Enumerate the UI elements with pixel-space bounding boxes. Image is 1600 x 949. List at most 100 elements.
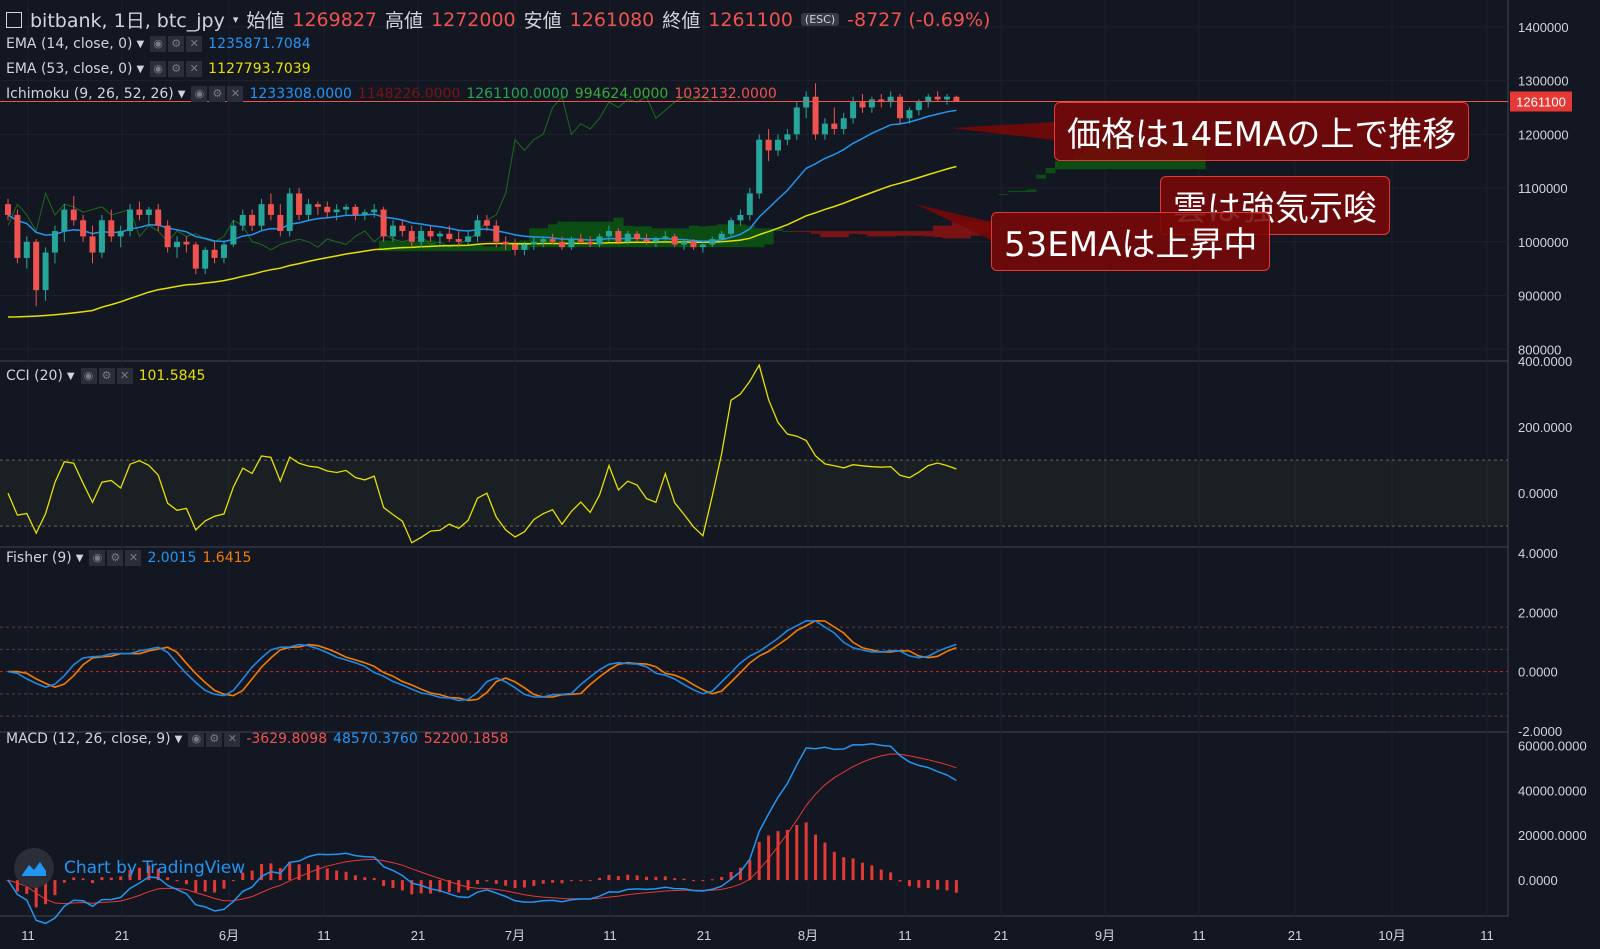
cloud-segment: [1073, 154, 1084, 170]
candle-body: [699, 244, 706, 248]
eye-icon[interactable]: ◉: [150, 36, 167, 52]
macd-histogram-bar: [682, 878, 686, 881]
cloud-segment: [388, 240, 399, 252]
eye-icon[interactable]: ◉: [89, 550, 106, 566]
annotation-pointer: [915, 204, 991, 240]
time-tick-label: 21: [697, 928, 711, 943]
chevron-down-icon[interactable]: ▼: [75, 552, 84, 564]
candle-body: [793, 107, 800, 135]
candle-body: [643, 239, 650, 242]
chevron-down-icon[interactable]: ▼: [174, 733, 183, 745]
candle-body: [361, 212, 368, 215]
gear-icon[interactable]: ⚙: [206, 731, 223, 747]
candle-body: [624, 233, 631, 242]
tradingview-watermark[interactable]: Chart by TradingView: [14, 848, 245, 888]
fisher-legend[interactable]: Fisher (9) ▼ ◉ ⚙ ✕ 2.0015 1.6415: [6, 550, 251, 566]
close-icon[interactable]: ✕: [125, 550, 142, 566]
cloud-segment: [688, 225, 699, 248]
candle-body: [258, 204, 265, 226]
candle-body: [108, 220, 115, 237]
ema53-name: EMA (53, close, 0): [6, 61, 133, 77]
cloud-segment: [839, 231, 849, 238]
gear-icon[interactable]: ⚙: [168, 61, 185, 77]
low-value: 1261080: [569, 8, 655, 31]
time-tick-label: 11: [603, 928, 617, 943]
macd-histogram-bar: [297, 864, 301, 881]
close-icon[interactable]: ✕: [186, 36, 203, 52]
macd-histogram-bar: [898, 880, 902, 882]
candle-body: [33, 241, 40, 291]
candle-body: [267, 204, 274, 215]
candle-body: [850, 102, 857, 119]
chevron-down-icon[interactable]: ▾: [232, 13, 239, 26]
macd-histogram-bar: [832, 851, 836, 881]
close-icon[interactable]: ✕: [186, 61, 203, 77]
candle-body: [512, 244, 519, 250]
time-tick-label: 7月: [505, 928, 525, 943]
macd-histogram-bar: [194, 880, 198, 893]
eye-icon[interactable]: ◉: [80, 368, 97, 384]
chevron-down-icon[interactable]: ▼: [136, 63, 145, 75]
macd-histogram-bar: [879, 869, 883, 881]
cci-legend[interactable]: CCI (20) ▼ ◉ ⚙ ✕ 101.5845: [6, 368, 205, 384]
macd-histogram-bar: [616, 876, 620, 881]
eye-icon[interactable]: ◉: [150, 61, 167, 77]
gear-icon[interactable]: ⚙: [168, 36, 185, 52]
time-tick-label: 6月: [219, 928, 239, 943]
macd-histogram-bar: [889, 872, 893, 881]
eye-icon[interactable]: ◉: [191, 86, 208, 102]
macd-histogram-bar: [137, 867, 141, 881]
collapse-icon[interactable]: [6, 11, 22, 28]
candle-body: [389, 225, 396, 237]
price-tick-label: 1000000: [1518, 235, 1569, 250]
chevron-down-icon[interactable]: ▼: [177, 88, 186, 100]
macd-histogram-bar: [438, 880, 442, 893]
chevron-down-icon[interactable]: ▼: [66, 370, 75, 382]
price-tick-label: 1100000: [1518, 181, 1568, 196]
candle-body: [897, 96, 904, 119]
cloud-segment: [735, 224, 746, 248]
candlesticks: [5, 83, 960, 307]
high-label: 高値: [385, 10, 424, 32]
macd-histogram-bar: [382, 880, 386, 886]
macd-histogram-bar: [710, 879, 714, 881]
gear-icon[interactable]: ⚙: [209, 86, 226, 102]
ichimoku-name: Ichimoku (9, 26, 52, 26): [6, 86, 174, 102]
close-icon[interactable]: ✕: [116, 368, 133, 384]
cloud-segment: [904, 231, 915, 236]
close-label: 終値: [662, 10, 701, 32]
candle-body: [662, 236, 669, 240]
hide-hint[interactable]: (ESC): [800, 13, 840, 26]
cci-tick-label: 0.0000: [1518, 486, 1558, 501]
annotation-price-above-ema14[interactable]: 価格は14EMAの上で推移: [1054, 102, 1470, 161]
cloud-segment: [801, 231, 812, 233]
ema14-legend[interactable]: EMA (14, close, 0) ▼ ◉ ⚙ ✕ 1235871.7084: [6, 36, 311, 52]
macd-histogram-bar: [109, 877, 113, 881]
candle-body: [634, 233, 641, 240]
macd-histogram-bar: [738, 867, 742, 881]
candle-body: [127, 209, 134, 232]
candle-body: [117, 231, 124, 237]
candle-body: [446, 233, 453, 240]
time-tick-label: 21: [994, 928, 1008, 943]
gear-icon[interactable]: ⚙: [98, 368, 115, 384]
candle-body: [305, 204, 312, 215]
annotation-ema53-rising[interactable]: 53EMAは上昇中: [991, 212, 1271, 271]
macd-tick-label: 20000.0000: [1518, 828, 1587, 843]
ichimoku-legend[interactable]: Ichimoku (9, 26, 52, 26) ▼ ◉ ⚙ ✕ 1233308.00…: [6, 86, 777, 102]
close-icon[interactable]: ✕: [224, 731, 241, 747]
gear-icon[interactable]: ⚙: [107, 550, 124, 566]
cloud-segment: [829, 231, 840, 238]
eye-icon[interactable]: ◉: [188, 731, 205, 747]
macd-histogram-bar: [447, 880, 451, 893]
chevron-down-icon[interactable]: ▼: [136, 38, 145, 50]
candle-body: [155, 209, 162, 226]
time-tick-label: 11: [1480, 928, 1494, 943]
macd-legend[interactable]: MACD (12, 26, close, 9) ▼ ◉ ⚙ ✕ -3629.8098 …: [6, 731, 508, 747]
cloud-segment: [472, 245, 483, 252]
symbol-title[interactable]: bitbank, 1日, btc_jpy: [30, 10, 225, 32]
close-icon[interactable]: ✕: [227, 86, 244, 102]
ema53-legend[interactable]: EMA (53, close, 0) ▼ ◉ ⚙ ✕ 1127793.7039: [6, 61, 311, 77]
candle-body: [906, 110, 913, 119]
macd-histogram-bar: [53, 880, 57, 896]
